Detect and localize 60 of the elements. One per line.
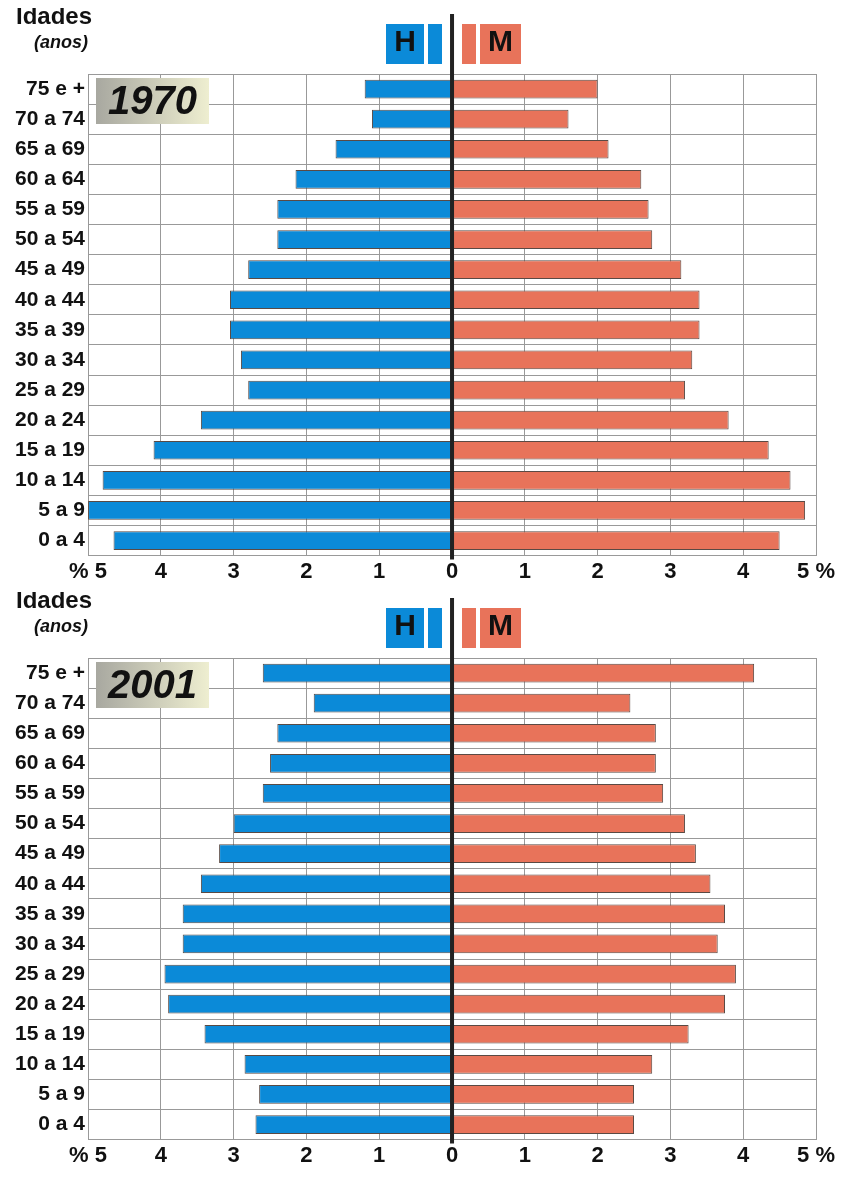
x-tick-label: 4 bbox=[737, 557, 751, 583]
x-tick-label: 3 bbox=[227, 557, 240, 583]
x-tick-label: 2 bbox=[591, 557, 604, 583]
y-tick-label: 10 a 14 bbox=[14, 1051, 86, 1075]
y-tick-label: 50 a 54 bbox=[14, 226, 86, 250]
y-tick-label: 20 a 24 bbox=[14, 990, 86, 1014]
series-label: H bbox=[386, 608, 425, 648]
x-tick-label: 0 bbox=[445, 1141, 459, 1167]
x-tick-label: % 5 bbox=[69, 1141, 108, 1167]
y-tick-label: 75 e + bbox=[26, 75, 86, 99]
legend-label: M bbox=[480, 24, 522, 64]
y-tick-label: 25 a 29 bbox=[14, 376, 86, 400]
y-tick-label: 0 a 4 bbox=[38, 527, 86, 551]
x-tick-label: 1 bbox=[518, 1141, 531, 1167]
x-tick-label: 3 bbox=[227, 1141, 240, 1167]
y-tick-label: 65 a 69 bbox=[14, 720, 86, 744]
x-tick-label: 2 bbox=[591, 1141, 604, 1167]
y-tick-label: 30 a 34 bbox=[14, 346, 86, 370]
y-tick-label: 15 a 19 bbox=[14, 1021, 86, 1045]
y-tick-label: 20 a 24 bbox=[14, 406, 86, 430]
x-tick-label: 4 bbox=[737, 1141, 751, 1167]
series-label: H bbox=[386, 24, 425, 64]
y-tick-label: 15 a 19 bbox=[14, 437, 86, 461]
x-tick-label: 3 bbox=[664, 557, 677, 583]
y-tick-label: 40 a 44 bbox=[14, 870, 86, 894]
x-tick-label: 3 bbox=[664, 1141, 677, 1167]
y-tick-label: 75 e + bbox=[26, 659, 86, 683]
legend-label: M bbox=[480, 608, 522, 648]
x-tick-label: 0 bbox=[445, 557, 459, 583]
chart-title: 2001 bbox=[96, 662, 210, 708]
y-tick-label: 25 a 29 bbox=[14, 960, 86, 984]
y-tick-label: 0 a 4 bbox=[38, 1111, 86, 1135]
x-tick-label: 5 % bbox=[797, 557, 835, 583]
x-tick-label: 4 bbox=[154, 557, 168, 583]
y-tick-label: 5 a 9 bbox=[38, 497, 86, 521]
y-tick-label: 50 a 54 bbox=[14, 810, 86, 834]
y-tick-label: 40 a 44 bbox=[14, 286, 86, 310]
y-tick-label: 5 a 9 bbox=[38, 1081, 86, 1105]
x-tick-label: 4 bbox=[154, 1141, 168, 1167]
y-tick-label: 45 a 49 bbox=[14, 840, 86, 864]
y-tick-label: 35 a 39 bbox=[14, 900, 86, 924]
y-tick-label: 70 a 74 bbox=[14, 105, 86, 129]
y-tick-label: 10 a 14 bbox=[14, 467, 86, 491]
x-tick-label: 1 bbox=[373, 557, 386, 583]
chart-title: 1970 bbox=[96, 78, 210, 124]
x-tick-label: 1 bbox=[518, 557, 531, 583]
x-tick-label: 2 bbox=[300, 1141, 313, 1167]
x-tick-label: % 5 bbox=[69, 557, 108, 583]
y-tick-label: 55 a 59 bbox=[14, 196, 86, 220]
x-tick-label: 2 bbox=[300, 557, 313, 583]
y-tick-label: 60 a 64 bbox=[14, 750, 86, 774]
y-tick-label: 30 a 34 bbox=[14, 930, 86, 954]
y-tick-label: 60 a 64 bbox=[14, 166, 86, 190]
y-tick-label: 55 a 59 bbox=[14, 780, 86, 804]
y-tick-label: 35 a 39 bbox=[14, 316, 86, 340]
y-tick-label: 70 a 74 bbox=[14, 689, 86, 713]
y-tick-label: 45 a 49 bbox=[14, 256, 86, 280]
x-tick-label: 5 % bbox=[797, 1141, 835, 1167]
y-tick-label: 65 a 69 bbox=[14, 136, 86, 160]
x-tick-label: 1 bbox=[373, 1141, 386, 1167]
